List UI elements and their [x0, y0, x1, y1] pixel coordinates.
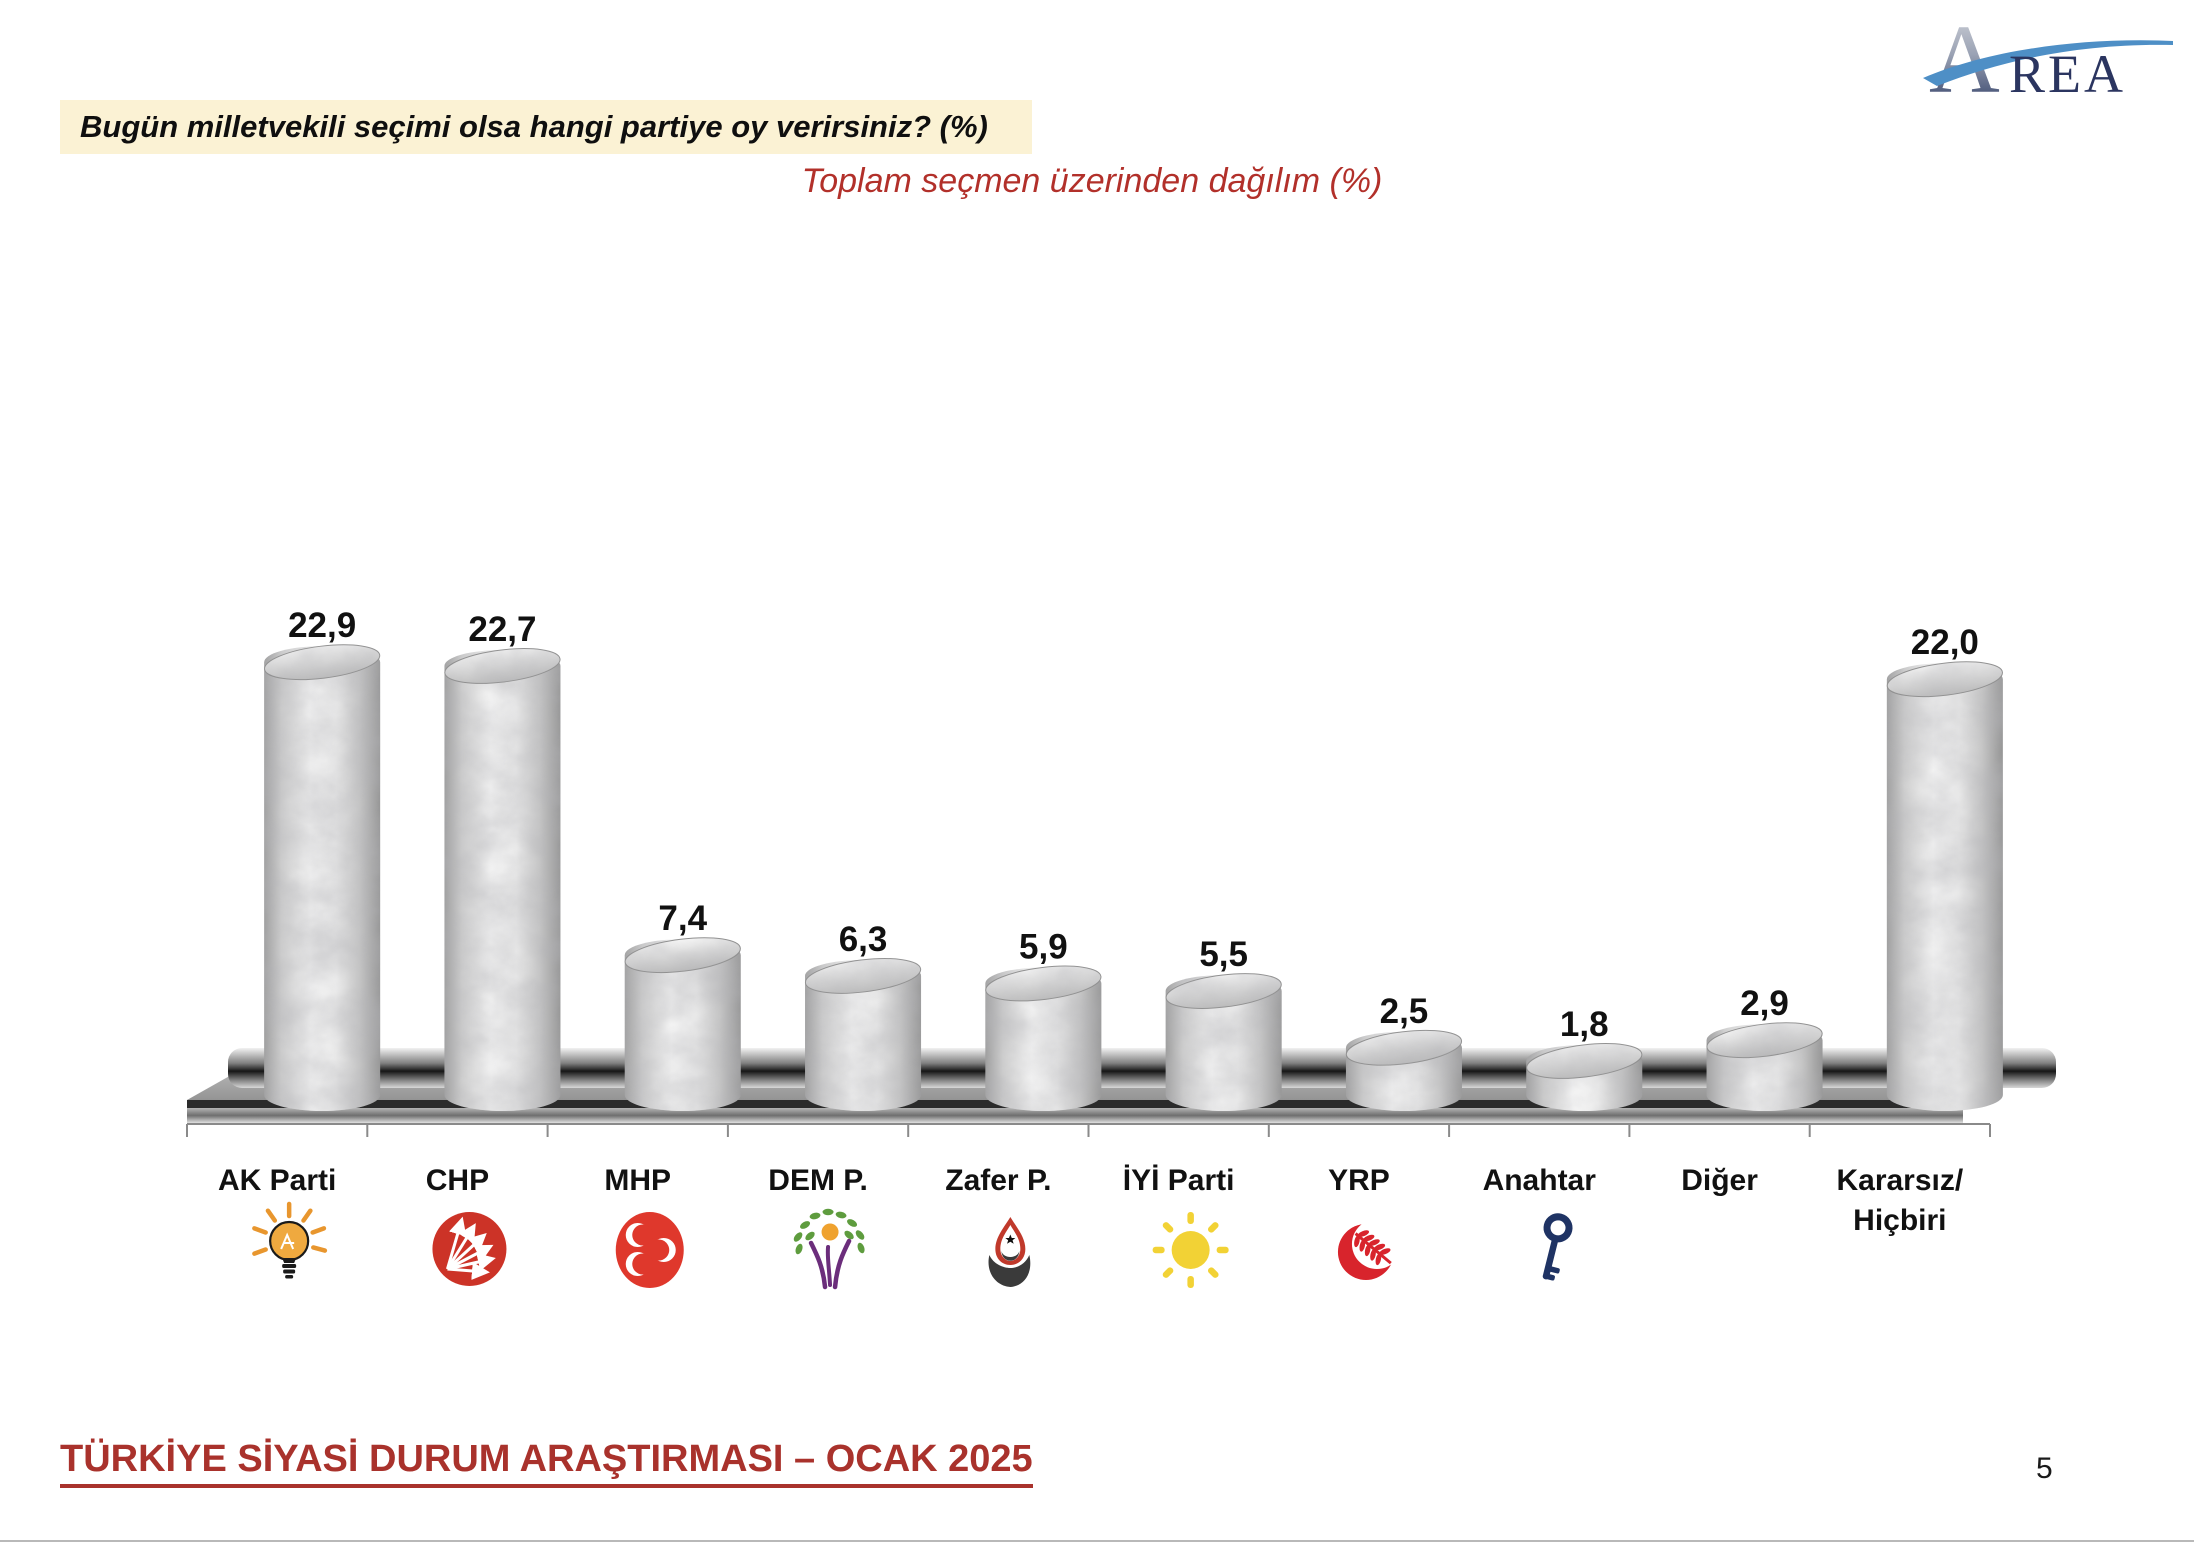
value-label: 22,9	[288, 606, 356, 645]
value-label: 6,3	[839, 920, 888, 959]
logos-layer	[252, 1201, 1573, 1290]
category-label: AK Parti	[218, 1164, 336, 1197]
bars-layer: 22,9 22,7 7,4 6,3 5,9 5,5 2,5 1,8 2,9 22,0	[264, 606, 2003, 1111]
category-label: Zafer P.	[945, 1164, 1051, 1197]
slide-bottom-edge	[0, 1540, 2194, 1542]
chart-subtitle: Toplam seçmen üzerinden dağılım (%)	[801, 162, 1383, 200]
value-label: 5,9	[1019, 927, 1068, 966]
category-label: YRP	[1328, 1164, 1390, 1197]
bar-group-di-er: 2,9	[1706, 984, 1823, 1111]
party-logo-zafer-flame-icon	[988, 1217, 1031, 1287]
value-label: 5,5	[1199, 935, 1248, 974]
logo-swoosh	[1923, 40, 2173, 86]
party-logo-akp-bulb-icon	[252, 1201, 328, 1279]
category-label: MHP	[604, 1164, 671, 1197]
value-label: 1,8	[1560, 1005, 1609, 1044]
report-title: TÜRKİYE SİYASİ DURUM ARAŞTIRMASI – OCAK …	[60, 1438, 1033, 1488]
bar-group-ak-parti: 22,9	[264, 606, 381, 1111]
category-label: Kararsız/Hiçbiri	[1836, 1164, 1963, 1237]
axis-ticks	[186, 1124, 1991, 1137]
bar-group-zafer-p: 5,9	[985, 927, 1102, 1111]
category-label: DEM P.	[768, 1164, 867, 1197]
value-label: 22,7	[468, 610, 536, 649]
bar-group-anahtar: 1,8	[1526, 1005, 1643, 1111]
logo-letters-rea: REA	[2009, 44, 2126, 100]
value-label: 7,4	[658, 899, 707, 938]
category-label: Diğer	[1681, 1164, 1758, 1197]
area-logo: A REA	[1921, 6, 2176, 114]
category-label: İYİ Parti	[1123, 1164, 1235, 1197]
party-logo-dem-tree-icon	[793, 1208, 865, 1290]
party-logo-yrp-crescent-icon	[1337, 1219, 1402, 1280]
bar-group-i-yi-parti: 5,5	[1165, 935, 1282, 1111]
party-logo-chp-sun-arrows-icon	[432, 1212, 507, 1286]
bar-group-dem-p: 6,3	[804, 920, 922, 1111]
value-label: 2,9	[1740, 984, 1789, 1023]
category-label: CHP	[426, 1164, 489, 1197]
bar-group-chp: 22,7	[444, 610, 561, 1111]
bar-group-karars-z-hi-biri: 22,0	[1886, 623, 2003, 1111]
value-label: 22,0	[1911, 623, 1979, 662]
bar-group-yrp: 2,5	[1345, 992, 1463, 1111]
labels-layer: AK Parti CHP MHP DEM P. Zafer P. İYİ Parti YRP…	[218, 1164, 1964, 1237]
party-logo-mhp-crescents-icon	[615, 1212, 684, 1288]
area-logo-graphic: A REA	[1923, 6, 2173, 114]
bar-group-mhp: 7,4	[624, 899, 741, 1111]
party-logo-anahtar-key-icon	[1542, 1213, 1573, 1281]
question-text: Bugün milletvekili seçimi olsa hangi par…	[80, 109, 988, 144]
category-label: Anahtar	[1483, 1164, 1597, 1197]
page-number: 5	[2036, 1452, 2053, 1485]
value-label: 2,5	[1380, 992, 1429, 1031]
party-logo-iyi-sun-icon	[1152, 1212, 1229, 1288]
question-banner: Bugün milletvekili seçimi olsa hangi par…	[60, 100, 1032, 154]
